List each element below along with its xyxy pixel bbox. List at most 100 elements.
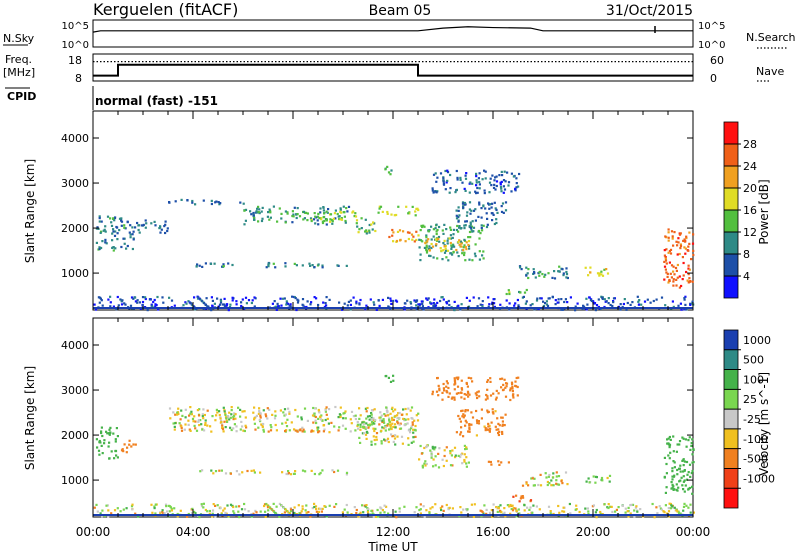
- echo-cell: [489, 203, 492, 206]
- echo-cell: [98, 246, 101, 249]
- echo-cell: [112, 217, 115, 220]
- echo-cell: [103, 442, 106, 445]
- echo-cell: [392, 379, 395, 382]
- echo-cell: [526, 272, 529, 275]
- echo-cell: [435, 230, 438, 233]
- echo-cell: [284, 221, 287, 224]
- echo-cell: [469, 223, 472, 226]
- echo-cell: [385, 505, 388, 508]
- echo-cell: [96, 226, 99, 229]
- echo-cell: [463, 397, 466, 400]
- echo-cell: [222, 509, 225, 512]
- echo-cell: [312, 406, 315, 410]
- echo-cell: [509, 512, 512, 515]
- echo-cell: [486, 379, 490, 382]
- echo-cell: [668, 443, 672, 446]
- echo-cell: [94, 308, 98, 311]
- echo-cell: [427, 297, 430, 300]
- echo-cell: [531, 477, 534, 480]
- echo-cell: [671, 486, 674, 489]
- echo-cell: [287, 470, 290, 473]
- echo-cell: [631, 301, 634, 304]
- echo-cell: [99, 231, 102, 234]
- echo-cell: [457, 454, 460, 457]
- echo-cell: [294, 297, 297, 300]
- colorbar-tick-label: 16: [743, 204, 757, 217]
- echo-cell: [274, 423, 277, 427]
- echo-cell: [375, 438, 378, 441]
- colorbar-tick-label: 8: [743, 248, 750, 261]
- echo-cell: [314, 505, 318, 508]
- nsky-series-line: [92, 26, 693, 33]
- echo-cell: [626, 301, 629, 305]
- echo-cell: [471, 416, 475, 419]
- echo-cell: [667, 437, 670, 440]
- echo-cell: [116, 232, 119, 235]
- echo-cell: [132, 238, 135, 241]
- echo-cell: [404, 418, 407, 421]
- echo-cell: [349, 299, 352, 302]
- echo-cell: [691, 469, 694, 473]
- echo-cell: [667, 510, 671, 513]
- echo-cell: [689, 511, 692, 514]
- echo-cell: [259, 416, 262, 419]
- echo-cell: [460, 391, 463, 394]
- echo-cell: [411, 238, 414, 241]
- echo-cell: [471, 220, 474, 223]
- echo-cell: [634, 506, 637, 509]
- nave-label: Nave: [756, 65, 784, 78]
- echo-cell: [461, 409, 464, 412]
- echo-cell: [284, 429, 287, 433]
- echo-cell: [421, 466, 424, 469]
- echo-cell: [281, 297, 284, 300]
- echo-cell: [687, 506, 690, 509]
- echo-cell: [212, 472, 215, 475]
- echo-cell: [464, 203, 467, 206]
- echo-cell: [475, 172, 478, 175]
- echo-cell: [237, 406, 240, 409]
- echo-cell: [607, 297, 610, 300]
- echo-cell: [101, 304, 104, 307]
- echo-cell: [325, 515, 328, 518]
- echo-cell: [482, 224, 485, 227]
- echo-cell: [365, 504, 368, 507]
- echo-cell: [280, 504, 283, 507]
- echo-cell: [116, 435, 119, 438]
- echo-cell: [467, 392, 470, 395]
- echo-cell: [499, 181, 502, 184]
- echo-cell: [692, 448, 695, 451]
- echo-cell: [242, 202, 245, 205]
- echo-cell: [475, 175, 478, 178]
- echo-cell: [98, 301, 101, 304]
- echo-cell: [276, 305, 280, 308]
- echo-cell: [682, 458, 685, 461]
- echo-cell: [410, 441, 413, 444]
- echo-cell: [470, 209, 473, 212]
- echo-cell: [319, 418, 323, 421]
- echo-cell: [486, 217, 489, 220]
- echo-cell: [244, 208, 248, 211]
- echo-cell: [501, 202, 505, 205]
- echo-cell: [455, 217, 459, 220]
- echo-cell: [487, 296, 490, 299]
- echo-cell: [358, 228, 361, 231]
- echo-cell: [144, 297, 147, 301]
- echo-cell: [202, 408, 205, 411]
- echo-cell: [554, 299, 557, 302]
- echo-cell: [678, 252, 681, 256]
- echo-cell: [326, 211, 329, 214]
- echo-cell: [476, 421, 479, 425]
- echo-cell: [549, 512, 552, 515]
- echo-cell: [320, 217, 323, 220]
- echo-cell: [503, 424, 506, 427]
- echo-cell: [254, 428, 257, 431]
- echo-cell: [447, 386, 450, 390]
- echo-cell: [499, 303, 502, 306]
- echo-cell: [445, 385, 448, 388]
- echo-cell: [495, 175, 498, 178]
- echo-cell: [445, 503, 448, 507]
- echo-cell: [161, 296, 164, 299]
- echo-cell: [685, 270, 688, 274]
- echo-cell: [341, 511, 344, 514]
- echo-cell: [200, 503, 203, 506]
